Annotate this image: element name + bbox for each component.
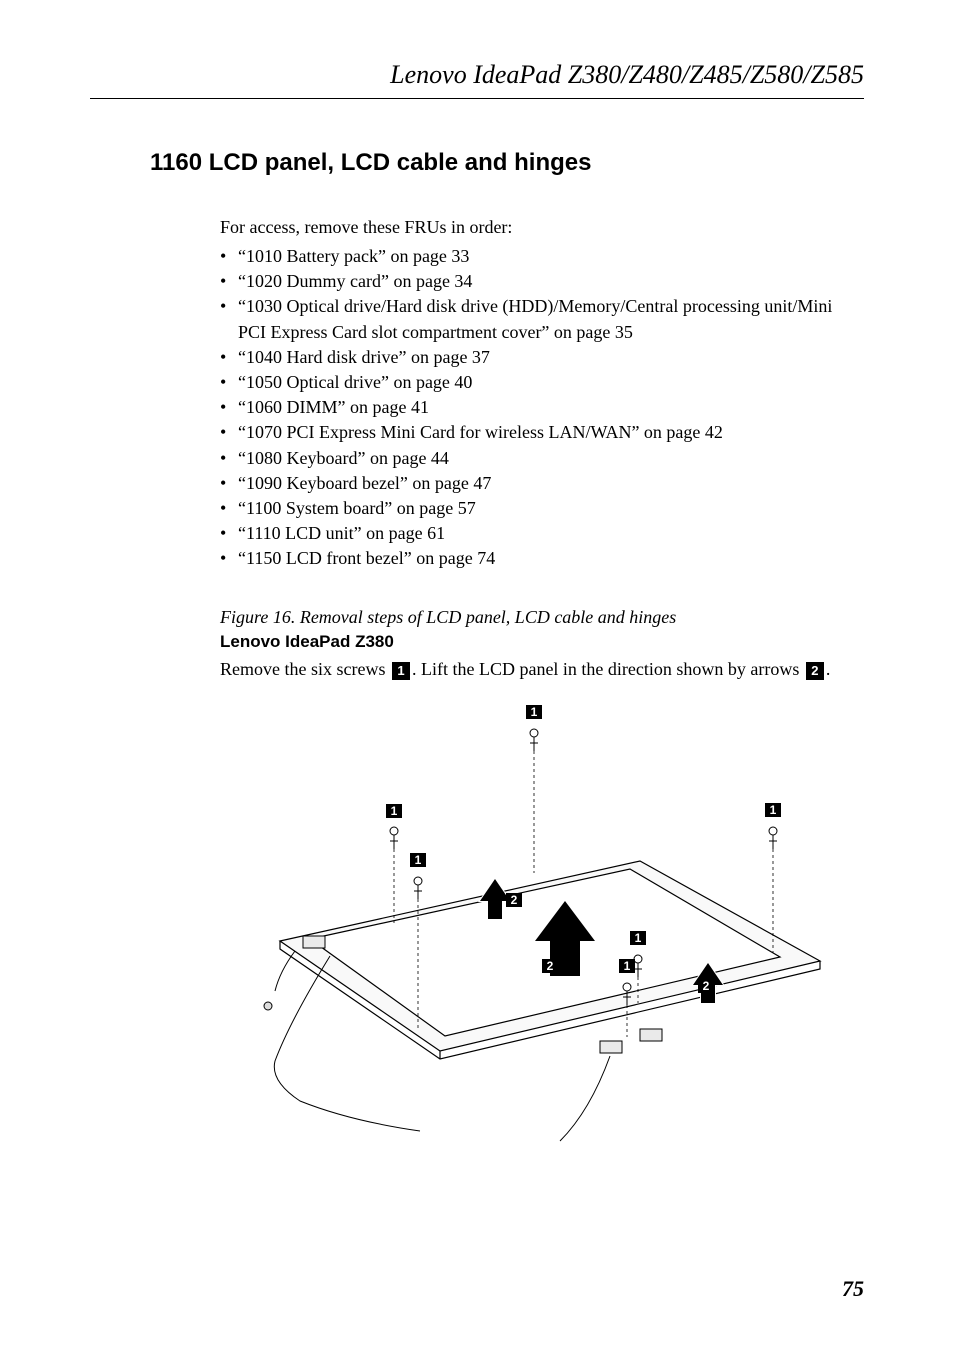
callout-icon-2: 2 [806, 662, 824, 680]
diagram-callout: 1 [630, 931, 646, 945]
list-item: “1020 Dummy card” on page 34 [220, 269, 854, 294]
list-item: “1050 Optical drive” on page 40 [220, 370, 854, 395]
instruction-text: Remove the six screws 1. Lift the LCD pa… [220, 656, 854, 683]
instruction-suffix: . [826, 659, 831, 679]
hinge-right [560, 1029, 662, 1141]
diagram-callout: 1 [526, 705, 542, 719]
diagram-area: 1 1 1 1 2 1 2 1 2 [220, 701, 860, 1181]
section-heading: 1160 LCD panel, LCD cable and hinges [150, 149, 864, 177]
diagram-callout: 1 [619, 959, 635, 973]
list-item: “1080 Keyboard” on page 44 [220, 446, 854, 471]
document-header-title: Lenovo IdeaPad Z380/Z480/Z485/Z580/Z585 [90, 60, 864, 90]
list-item: “1040 Hard disk drive” on page 37 [220, 345, 854, 370]
diagram-callout: 1 [765, 803, 781, 817]
screw-icon [390, 827, 398, 849]
diagram-callout: 2 [698, 979, 714, 993]
diagram-callout: 1 [386, 804, 402, 818]
list-item: “1030 Optical drive/Hard disk drive (HDD… [220, 294, 854, 344]
model-label: Lenovo IdeaPad Z380 [220, 632, 854, 652]
diagram-callout: 2 [506, 893, 522, 907]
page: Lenovo IdeaPad Z380/Z480/Z485/Z580/Z585 … [0, 0, 954, 1352]
fru-list: “1010 Battery pack” on page 33 “1020 Dum… [220, 244, 854, 571]
content-block: For access, remove these FRUs in order: … [220, 217, 854, 1181]
screw-icon [530, 729, 538, 751]
list-item: “1150 LCD front bezel” on page 74 [220, 546, 854, 571]
list-item: “1090 Keyboard bezel” on page 47 [220, 471, 854, 496]
screw-icon [414, 877, 422, 899]
lcd-diagram-svg [220, 701, 860, 1181]
screw-icon [769, 827, 777, 849]
list-item: “1060 DIMM” on page 41 [220, 395, 854, 420]
page-number: 75 [842, 1276, 864, 1302]
callout-icon-1: 1 [392, 662, 410, 680]
diagram-callout: 2 [542, 959, 558, 973]
intro-text: For access, remove these FRUs in order: [220, 217, 854, 238]
list-item: “1100 System board” on page 57 [220, 496, 854, 521]
header-rule [90, 98, 864, 99]
list-item: “1110 LCD unit” on page 61 [220, 521, 854, 546]
diagram-callout: 1 [410, 853, 426, 867]
figure-caption: Figure 16. Removal steps of LCD panel, L… [220, 607, 854, 628]
instruction-mid: . Lift the LCD panel in the direction sh… [412, 659, 804, 679]
list-item: “1010 Battery pack” on page 33 [220, 244, 854, 269]
instruction-prefix: Remove the six screws [220, 659, 390, 679]
lcd-panel [310, 869, 780, 1036]
list-item: “1070 PCI Express Mini Card for wireless… [220, 420, 854, 445]
